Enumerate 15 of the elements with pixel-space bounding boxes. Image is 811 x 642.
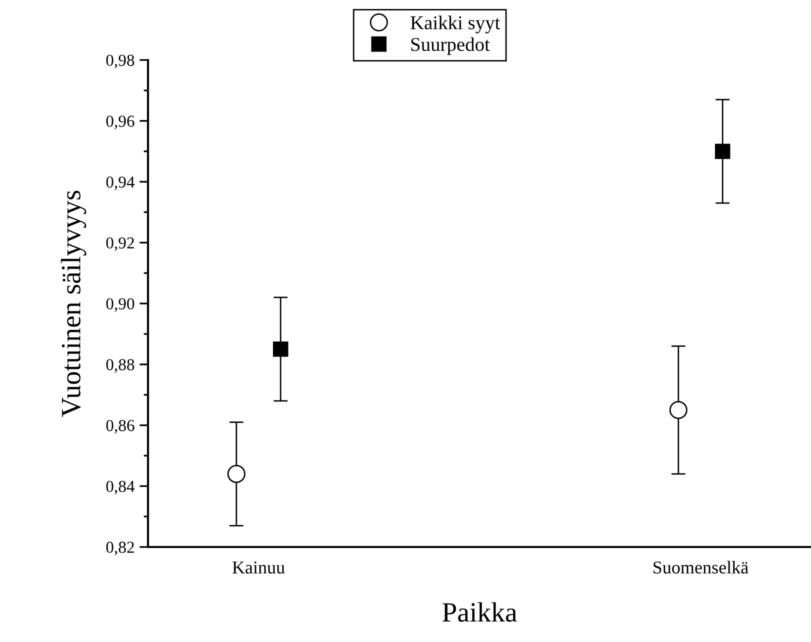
y-tick-label: 0,88 bbox=[106, 359, 134, 373]
y-axis-title: Vuotuinen säilyvyys bbox=[60, 190, 86, 417]
x-tick-label: Kainuu bbox=[232, 561, 285, 574]
legend-label: Suurpedot bbox=[411, 37, 490, 56]
y-tick-label: 0,96 bbox=[106, 116, 134, 130]
y-tick-label: 0,86 bbox=[106, 420, 134, 434]
x-tick-label: Suomenselkä bbox=[654, 560, 748, 574]
y-tick-label: 0,98 bbox=[106, 54, 134, 68]
y-tick-label: 0,92 bbox=[106, 237, 134, 251]
y-tick-label: 0,94 bbox=[106, 176, 135, 190]
y-tick-label: 0,82 bbox=[106, 542, 134, 556]
legend-label: Kaikki syyt bbox=[410, 16, 500, 34]
y-tick-label: 0,90 bbox=[106, 298, 134, 312]
x-axis-title: Paikka bbox=[442, 602, 517, 622]
y-tick-label: 0,84 bbox=[106, 480, 135, 494]
